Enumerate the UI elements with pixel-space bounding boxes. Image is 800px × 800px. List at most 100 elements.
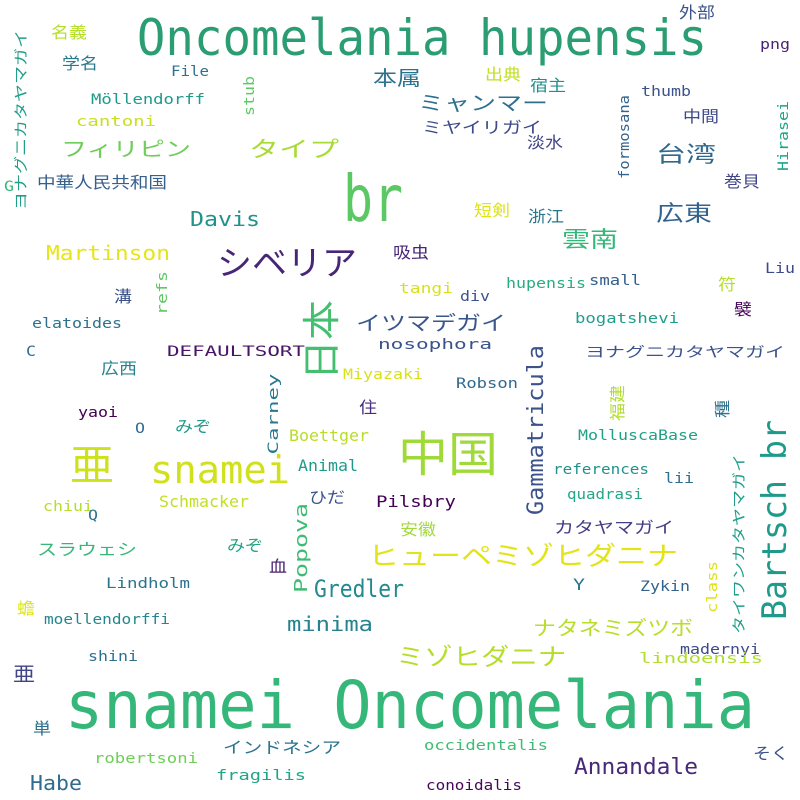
word-lindoensis-55: lindoensis	[638, 651, 764, 667]
word-jp-87: 中間	[683, 107, 719, 126]
word-jp-91: 短剣	[474, 201, 510, 220]
word-jp-15: 台湾	[656, 143, 716, 168]
word-c-70: C	[26, 344, 36, 360]
word-bogatshevi-58: bogatshevi	[574, 311, 680, 327]
word-small-62: small	[588, 273, 642, 289]
word-molluscabase-44: MolluscaBase	[578, 428, 698, 444]
word-popova-29: Popova	[291, 502, 312, 594]
word-jp-97: 広西	[101, 359, 137, 378]
word-png-80: png	[759, 37, 791, 53]
word-jp-106: 蟾	[16, 599, 36, 618]
word-stub-76: stub	[242, 76, 258, 116]
word-jp-109: ヨナグニカタヤマガイ	[14, 29, 30, 211]
word-jp-13: ミャンマー	[418, 91, 548, 115]
word-oncomelania-hupensis-1: Oncomelania hupensis	[136, 9, 708, 67]
word-shini-49: shini	[88, 649, 138, 665]
word-jp-14: 本属	[373, 66, 421, 90]
word-chiui-66: chiui	[43, 499, 93, 515]
word-jp-96: 溝	[113, 287, 133, 306]
word-jp-82: 名義	[51, 23, 87, 42]
word-hupensis-59: hupensis	[506, 276, 586, 292]
word-gredler-12: Gredler	[313, 575, 405, 603]
word-annandale-22: Annandale	[574, 755, 698, 780]
word-q-68: Q	[88, 508, 98, 524]
word-jp-93: 吸虫	[393, 243, 429, 262]
word-jp-27: 亜	[13, 662, 35, 686]
word-jp-101: みぞ	[175, 417, 211, 436]
word-fragilis-53: fragilis	[215, 768, 307, 784]
word-jp-33: スラウェシ	[36, 540, 138, 559]
word-jp-107: 単	[32, 719, 52, 738]
word-gammatricula-11: Gammatricula	[524, 345, 549, 515]
word-miyazaki-40: Miyazaki	[343, 367, 423, 383]
word-jp-34: ヨナグニカタヤマガイ	[584, 345, 786, 361]
word-jp-103: 安徽	[400, 520, 436, 539]
word-pilsbry-35: Pilsbry	[376, 492, 456, 511]
word-jp-98: 住	[358, 398, 378, 417]
word-elatoides-64: elatoides	[32, 316, 122, 332]
word-defaultsort-43: DEFAULTSORT	[167, 344, 305, 360]
word-jp-8: シベリア	[217, 244, 357, 284]
word-m-llendorff-73: Möllendorff	[90, 92, 206, 108]
word-thumb-77: thumb	[641, 84, 691, 100]
word-robson-41: Robson	[455, 376, 519, 392]
word-jp-9: ヒューペミゾヒダニナ	[368, 542, 678, 572]
word-jp-95: 襞	[733, 300, 753, 319]
word-carney-37: Carney	[266, 373, 282, 455]
word-animal-39: Animal	[298, 456, 358, 475]
word-class-57: class	[705, 560, 721, 614]
word-file-75: File	[170, 64, 210, 80]
word-jp-19: フィリピン	[61, 137, 191, 161]
word-minima-25: minima	[287, 612, 373, 636]
word-g-72: G	[4, 179, 14, 195]
word-conoidalis-52: conoidalis	[425, 778, 523, 794]
word-moellendorffi-48: moellendorffi	[43, 612, 171, 628]
word-cantoni-74: cantoni	[75, 114, 157, 130]
word-zykin-56: Zykin	[640, 579, 690, 595]
word-references-45: references	[552, 462, 650, 478]
word-snamei-oncomelania-0: snamei Oncomelania	[64, 667, 756, 744]
word-o-69: O	[135, 421, 145, 437]
word-jp-21: ナタネミズツボ	[532, 616, 694, 640]
word-jp-20: イツマデガイ	[356, 311, 506, 335]
word-jp-88: 淡水	[527, 133, 563, 152]
word-lii-81: lii	[663, 471, 695, 487]
word-bartsch-br-3: Bartsch br	[755, 420, 795, 620]
word-formosana-78: formosana	[617, 95, 633, 179]
word-jp-108: そく	[753, 744, 789, 763]
word-jp-100: 種	[713, 399, 732, 419]
word-hirasei-79: Hirasei	[776, 101, 792, 171]
word-jp-31: カタヤマガイ	[553, 518, 675, 537]
word-jp-99: 福建	[608, 385, 627, 421]
word-refs-65: refs	[155, 270, 171, 316]
word-jp-18: タイプ	[249, 138, 339, 163]
word-jp-16: 雲南	[562, 228, 618, 253]
word-jp-84: 出典	[485, 65, 521, 84]
word-yaoi-67: yaoi	[78, 405, 118, 421]
word-jp-32: インドネシア	[222, 738, 342, 757]
word-tangi-60: tangi	[398, 281, 454, 297]
word-jp-10: ミゾヒダニナ	[395, 643, 567, 671]
word-jp-94: 符	[717, 275, 737, 294]
word-jp-104: みぞ	[227, 536, 263, 555]
word-nosophora-42: nosophora	[377, 337, 493, 353]
word-jp-85: 宿主	[530, 76, 566, 95]
word-habe-26: Habe	[30, 771, 82, 795]
word-madernyi-54: madernyi	[680, 642, 760, 658]
word-jp-102: ひだ	[309, 488, 345, 507]
word-jp-83: 学名	[62, 54, 98, 73]
word-jp-30: タイワンカタヤマガイ	[732, 453, 748, 635]
word-schmacker-36: Schmacker	[159, 492, 249, 511]
word-occidentalis-51: occidentalis	[423, 738, 549, 754]
word-jp-89: 巻貝	[724, 172, 760, 191]
word-quadrasi-46: quadrasi	[566, 487, 644, 503]
word-jp-92: 浙江	[528, 207, 564, 226]
word-robertsoni-50: robertsoni	[93, 751, 199, 767]
word-davis-23: Davis	[190, 207, 260, 231]
word-jp-4: 中国	[398, 427, 498, 483]
word-jp-17: 広東	[656, 202, 712, 227]
word-boettger-38: Boettger	[289, 426, 369, 445]
word-jp-7: 日本	[300, 300, 344, 380]
word-div-61: div	[459, 289, 491, 305]
